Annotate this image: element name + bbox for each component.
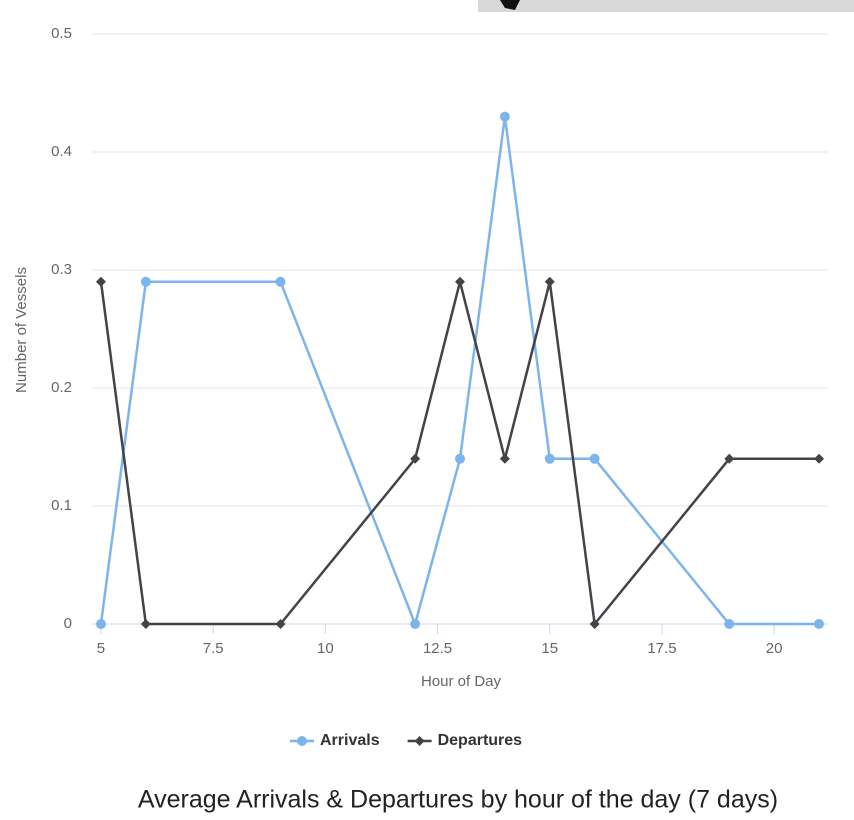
marker xyxy=(499,453,510,464)
legend-label: Departures xyxy=(438,732,523,749)
image-strip xyxy=(478,0,854,12)
y-tick-label: 0.3 xyxy=(51,261,72,278)
y-tick-label: 0.2 xyxy=(51,379,72,396)
marker xyxy=(455,453,465,464)
marker xyxy=(814,619,825,629)
marker xyxy=(589,619,600,629)
marker xyxy=(95,619,106,629)
chart-title: Average Arrivals & Departures by hour of… xyxy=(138,786,778,814)
marker xyxy=(814,453,825,464)
x-tick-label: 15 xyxy=(541,640,558,657)
x-tick-label: 12.5 xyxy=(423,640,452,657)
x-axis-label: Hour of Day xyxy=(421,673,502,690)
image-shape xyxy=(500,0,520,10)
legend-marker xyxy=(297,736,307,746)
x-tick-label: 5 xyxy=(97,640,105,657)
marker xyxy=(724,453,735,464)
series-line xyxy=(99,116,820,628)
marker xyxy=(275,619,286,629)
marker xyxy=(140,276,151,287)
y-tick-label: 0.1 xyxy=(51,497,72,514)
marker xyxy=(95,276,106,287)
marker xyxy=(410,453,421,464)
legend-label: Arrivals xyxy=(320,732,380,749)
header-image-fragment xyxy=(478,0,854,12)
x-tick-label: 7.5 xyxy=(203,640,224,657)
legend-marker xyxy=(414,736,425,746)
marker xyxy=(589,453,600,464)
x-tick-label: 17.5 xyxy=(647,640,676,657)
y-axis-label: Number of Vessels xyxy=(13,267,30,393)
x-tick-label: 10 xyxy=(317,640,334,657)
marker xyxy=(140,619,151,629)
series-line xyxy=(99,281,820,628)
marker xyxy=(410,619,421,629)
marker xyxy=(544,453,555,464)
marker xyxy=(499,111,510,122)
marker xyxy=(544,276,555,287)
marker xyxy=(275,276,286,287)
y-tick-label: 0 xyxy=(64,615,72,632)
marker xyxy=(455,276,465,287)
x-tick-label: 20 xyxy=(766,640,783,657)
y-tick-label: 0.4 xyxy=(51,143,72,160)
marker xyxy=(724,619,735,629)
y-tick-label: 0.5 xyxy=(51,25,72,42)
